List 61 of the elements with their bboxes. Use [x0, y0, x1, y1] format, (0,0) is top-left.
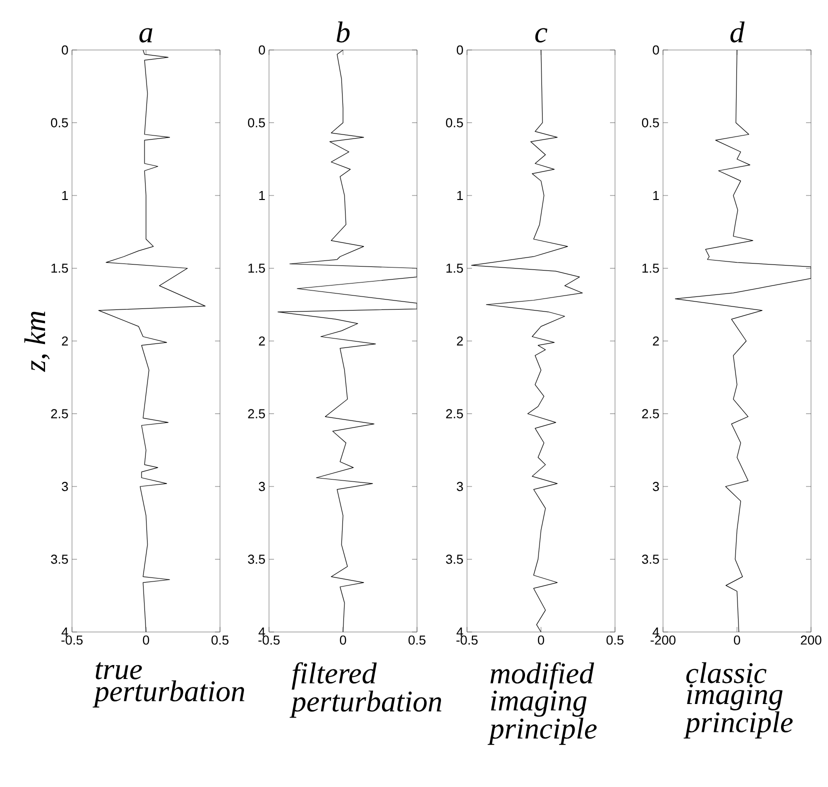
x-axis-title: true perturbation — [92, 662, 244, 708]
line-series — [278, 50, 418, 632]
y-tick-label: 3.5 — [446, 554, 463, 564]
x-tick-label: 0 — [142, 636, 150, 645]
y-tick-label: 1 — [457, 191, 463, 200]
y-tick-label: 2 — [652, 336, 659, 346]
y-tick-label: 1 — [62, 191, 68, 200]
y-tick-label: 3 — [62, 482, 68, 492]
y-tick-label: 2.5 — [642, 409, 659, 418]
y-tick-label: 0.5 — [50, 118, 68, 128]
y-tick-label: 3 — [258, 482, 265, 492]
y-tick-label: 2.5 — [446, 409, 463, 418]
chart-title: c — [535, 28, 548, 42]
x-tick-label: -0.5 — [456, 636, 478, 645]
y-tick-label: 4 — [652, 628, 660, 636]
x-tick-label: -0.5 — [258, 636, 280, 645]
y-tick-label: 0 — [456, 45, 463, 55]
y-tick-label: 2.5 — [51, 409, 68, 418]
y-tick-label: 0.5 — [248, 118, 265, 128]
y-tick-label: 3.5 — [50, 554, 68, 564]
y-tick-label: 3 — [652, 482, 659, 492]
y-tick-label: 2 — [258, 336, 265, 346]
x-tick-label: 0 — [734, 636, 740, 645]
y-tick-label: 1.5 — [248, 264, 265, 273]
y-axis-title: z, km — [24, 312, 50, 372]
y-tick-label: 4 — [456, 628, 464, 636]
y-tick-label: 0.5 — [446, 118, 463, 128]
x-tick-label: 0.5 — [212, 636, 228, 645]
y-tick-label: 1 — [259, 191, 265, 200]
x-tick-label: -0.5 — [61, 636, 83, 645]
x-tick-label: 200 — [800, 636, 822, 645]
y-tick-label: 0 — [258, 45, 265, 55]
line-series — [471, 50, 583, 632]
x-tick-label: 0 — [538, 636, 544, 645]
x-axis-title: filtered perturbation — [290, 662, 442, 718]
y-tick-label: 1.5 — [642, 264, 659, 273]
x-tick-label: 0.5 — [408, 636, 426, 645]
y-tick-label: 1 — [653, 191, 659, 200]
y-tick-label: 3.5 — [248, 554, 265, 564]
x-tick-label: -200 — [650, 636, 676, 645]
chart-title: d — [730, 21, 745, 42]
line-series — [674, 50, 812, 632]
x-axis-title: classic imaging principle — [684, 662, 793, 738]
y-tick-label: 2.5 — [248, 409, 265, 418]
chart-title: b — [336, 21, 350, 42]
y-tick-label: 3 — [456, 482, 463, 492]
y-tick-label: 0 — [652, 45, 659, 55]
y-tick-label: 1.5 — [51, 264, 68, 273]
chart-title: a — [139, 28, 152, 42]
y-tick-label: 0.5 — [642, 118, 659, 128]
y-tick-label: 3.5 — [642, 554, 659, 564]
x-axis-title: modified imaging principle — [488, 662, 597, 745]
line-series — [98, 50, 206, 632]
y-tick-label: 4 — [62, 628, 68, 636]
y-tick-label: 2 — [62, 336, 68, 346]
y-tick-label: 0 — [62, 45, 68, 55]
y-tick-label: 2 — [456, 336, 463, 346]
x-tick-label: 0 — [340, 636, 346, 645]
x-tick-label: 0.5 — [606, 636, 624, 645]
y-tick-label: 4 — [258, 628, 266, 636]
y-tick-label: 1.5 — [446, 264, 463, 273]
